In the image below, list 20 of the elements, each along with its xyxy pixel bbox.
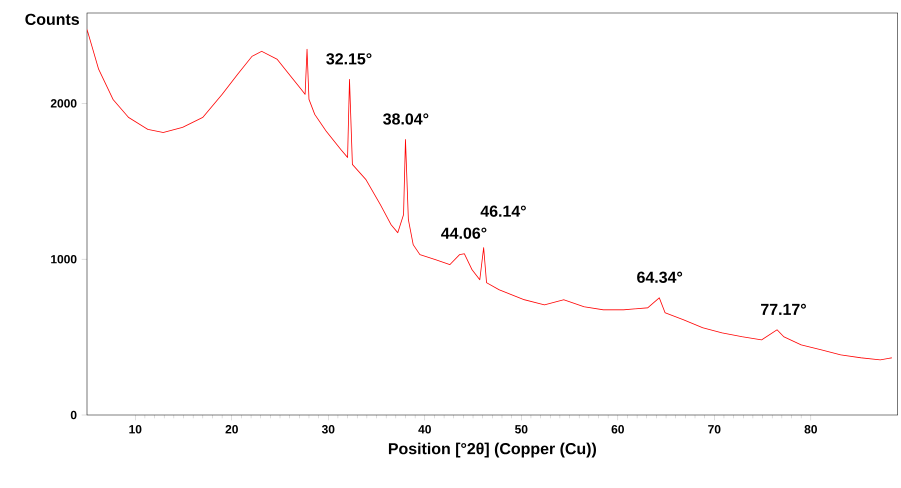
line-series — [87, 28, 892, 360]
x-tick-label: 50 — [515, 425, 528, 434]
annotation: 64.34° — [637, 272, 682, 283]
y-tick-label: 0 — [70, 410, 77, 420]
x-tick-label: 80 — [804, 425, 817, 434]
annotation: 46.14° — [480, 206, 526, 217]
annotation: 32.15° — [326, 53, 372, 64]
x-tick-label: 70 — [708, 425, 720, 434]
x-tick-label: 30 — [322, 425, 334, 434]
x-tick-label: 20 — [226, 425, 238, 434]
x-tick-label: 40 — [418, 425, 431, 434]
x-tick-label: 60 — [612, 425, 624, 434]
y-tick-label: 2000 — [50, 99, 77, 108]
y-axis-title: Counts — [25, 14, 79, 25]
annotation: 77.17° — [761, 304, 806, 315]
x-axis-title: Position [°2θ] (Copper (Cu)) — [388, 442, 596, 458]
y-tick-label: 1000 — [51, 254, 77, 264]
x-tick-label: 10 — [129, 425, 142, 434]
annotation: 44.06° — [441, 228, 486, 239]
annotation: 38.04° — [383, 113, 428, 125]
